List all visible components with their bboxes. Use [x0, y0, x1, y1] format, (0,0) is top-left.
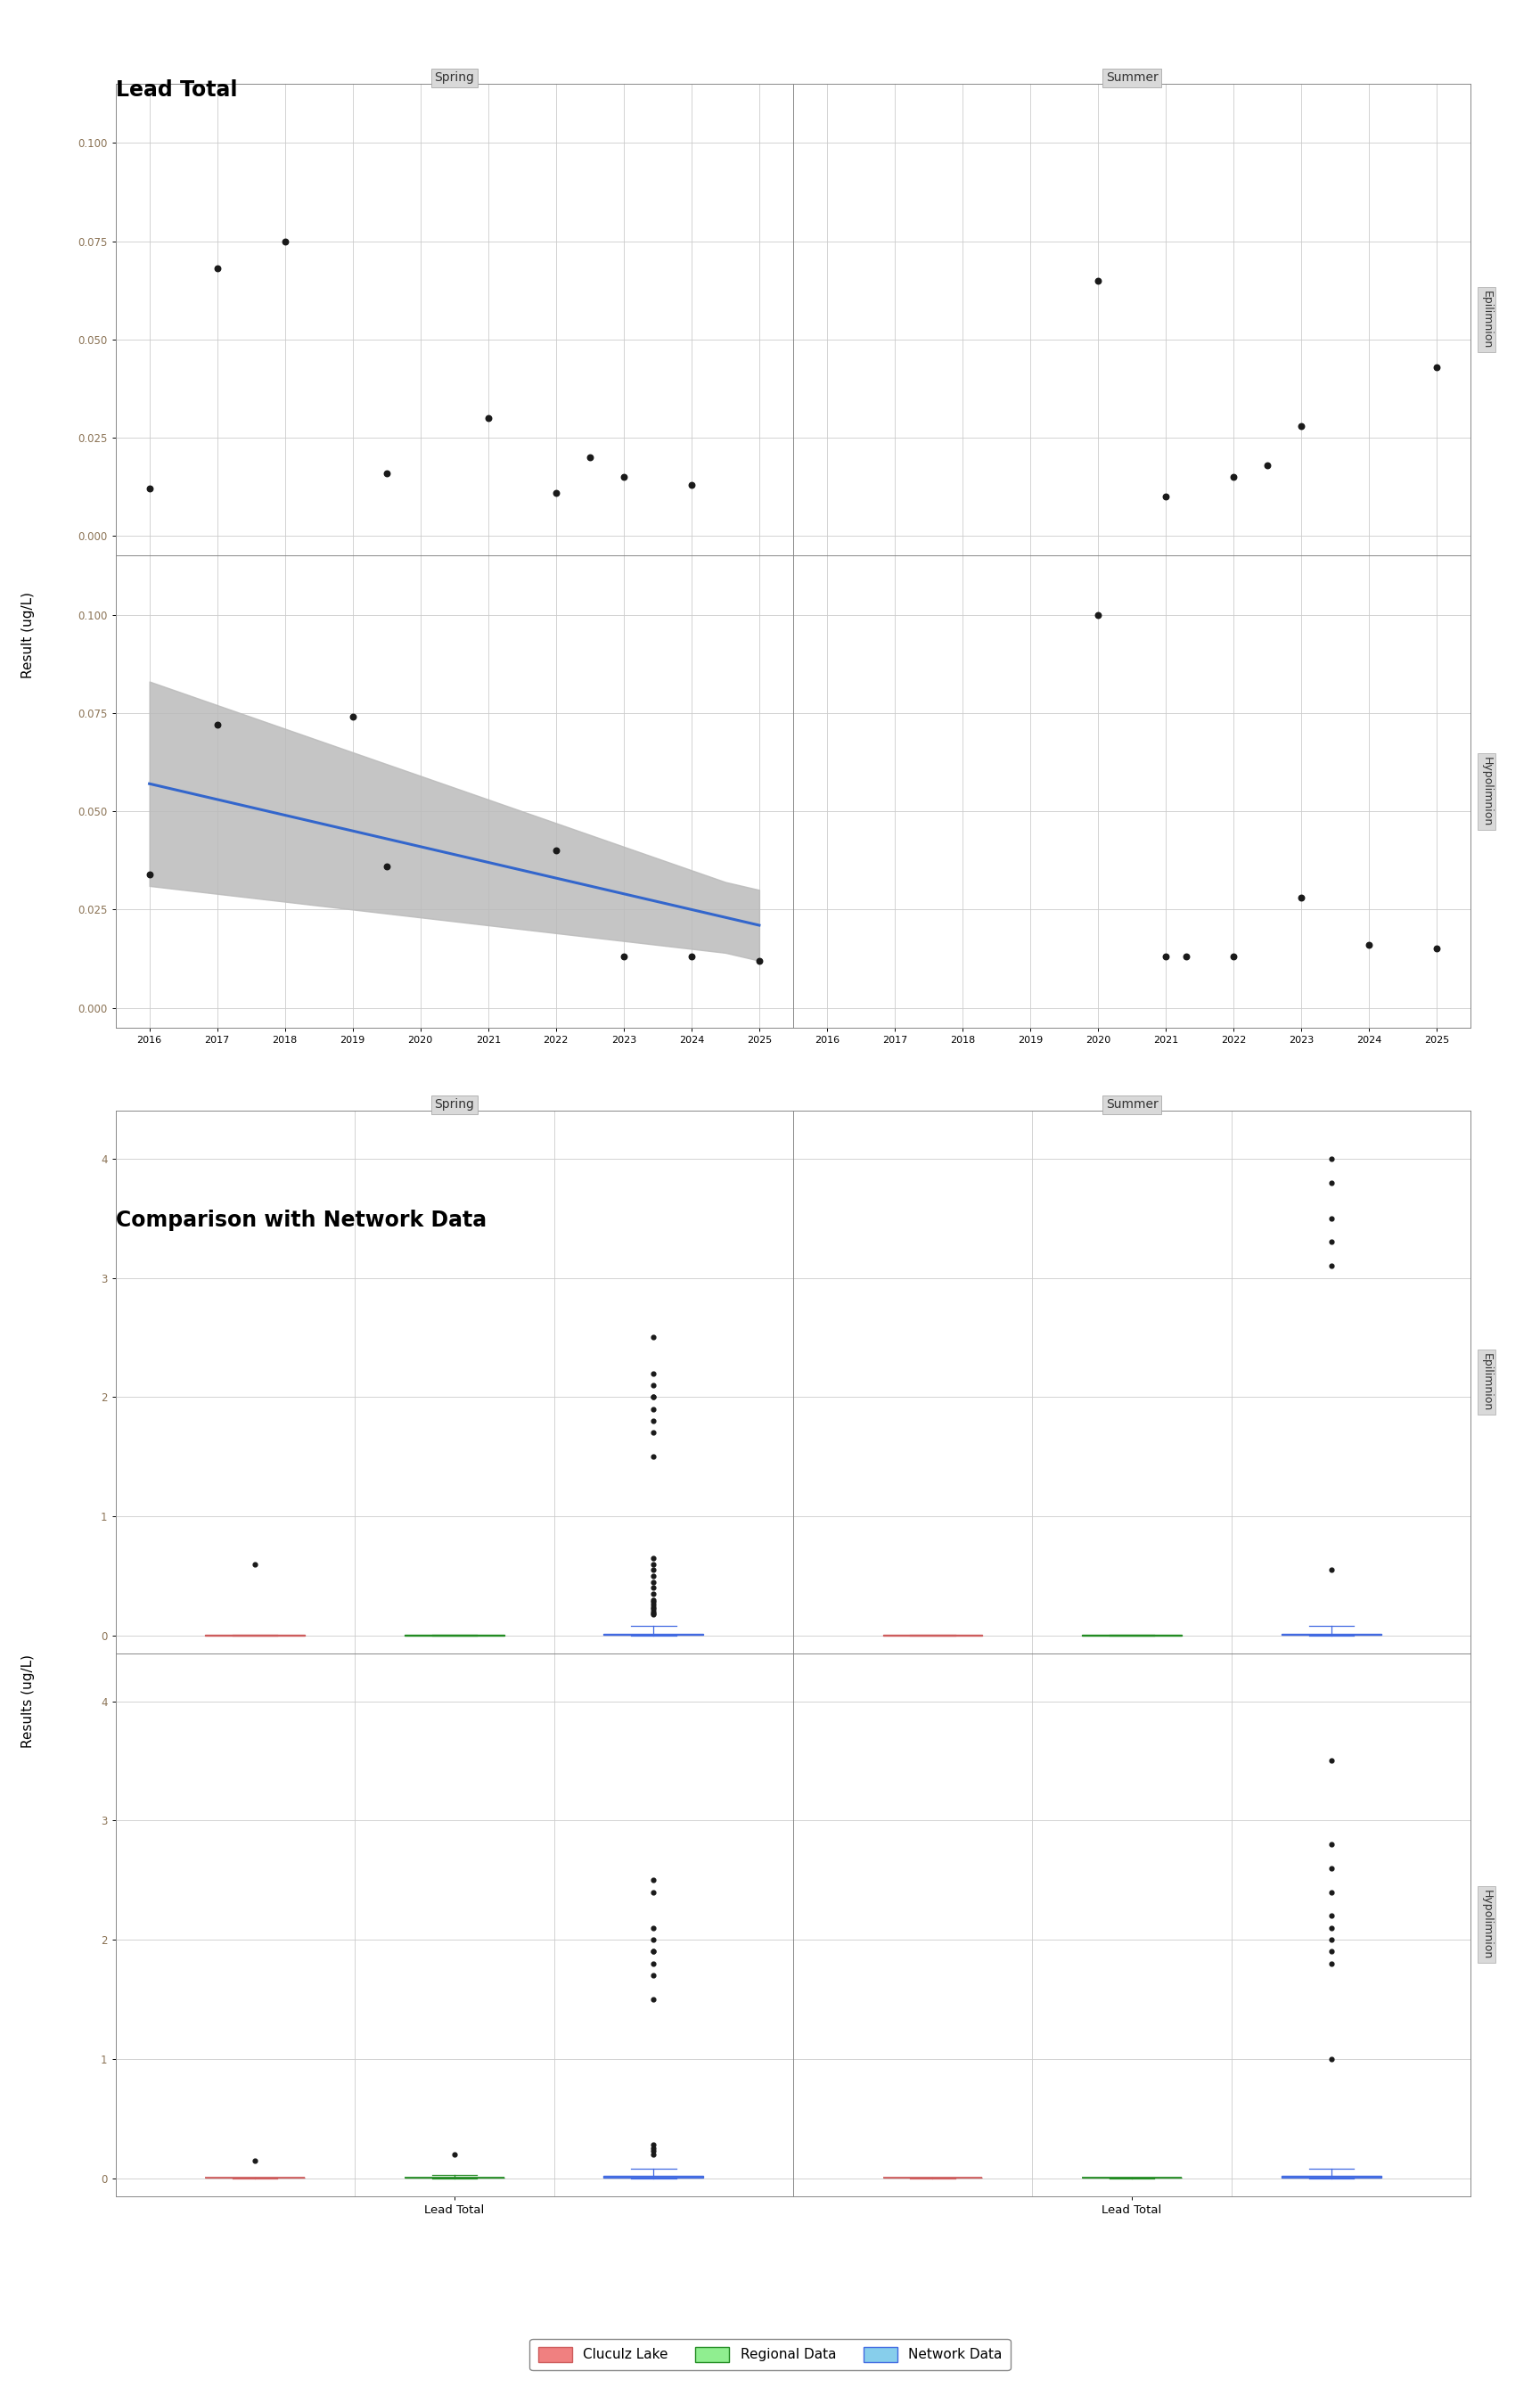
Point	[641, 1402, 665, 1440]
Point	[611, 458, 636, 496]
Point	[641, 1946, 665, 1984]
Point	[1173, 937, 1198, 975]
Point	[641, 1550, 665, 1589]
Point	[1255, 446, 1280, 484]
Point	[1318, 1934, 1343, 1972]
Point	[1318, 1550, 1343, 1589]
Point	[641, 1979, 665, 2017]
Point	[544, 474, 568, 513]
Point	[611, 937, 636, 975]
Point	[641, 1593, 665, 1632]
Point	[641, 1589, 665, 1627]
Point	[1357, 925, 1381, 963]
Point	[679, 937, 704, 975]
Point	[1424, 930, 1449, 968]
Point	[641, 1581, 665, 1620]
Point	[273, 223, 297, 261]
Point	[641, 1874, 665, 1912]
Text: Epilimnion: Epilimnion	[1481, 290, 1492, 350]
Point	[641, 1390, 665, 1428]
Point	[1086, 597, 1110, 635]
Point	[641, 1593, 665, 1632]
Point	[476, 398, 501, 436]
Point	[442, 2135, 467, 2173]
Point	[1318, 1164, 1343, 1203]
Point	[641, 1569, 665, 1608]
Point	[641, 1584, 665, 1622]
Point	[1318, 1742, 1343, 1780]
Point	[641, 1922, 665, 1960]
Point	[641, 2132, 665, 2171]
Point	[1318, 1246, 1343, 1284]
Point	[641, 1910, 665, 1948]
Point	[641, 1354, 665, 1392]
Title: Spring: Spring	[434, 72, 474, 84]
Text: Comparison with Network Data: Comparison with Network Data	[116, 1210, 487, 1232]
Point	[1318, 1826, 1343, 1864]
Point	[544, 831, 568, 870]
Point	[1318, 1140, 1343, 1179]
Title: Spring: Spring	[434, 1097, 474, 1112]
Point	[641, 1378, 665, 1416]
Point	[641, 1414, 665, 1452]
Title: Summer: Summer	[1106, 1097, 1158, 1112]
Point	[641, 1538, 665, 1577]
Text: Lead Total: Lead Total	[116, 79, 237, 101]
Point	[137, 855, 162, 894]
Title: Summer: Summer	[1106, 72, 1158, 84]
Point	[641, 1366, 665, 1404]
Point	[641, 1545, 665, 1584]
Point	[1153, 477, 1178, 515]
Legend: Cluculz Lake, Regional Data, Network Data: Cluculz Lake, Regional Data, Network Dat…	[530, 2338, 1010, 2370]
Point	[1318, 1946, 1343, 1984]
Point	[1424, 347, 1449, 386]
Point	[1318, 1198, 1343, 1236]
Point	[1289, 879, 1314, 918]
Point	[1318, 1898, 1343, 1936]
Point	[641, 1596, 665, 1634]
Point	[1153, 937, 1178, 975]
Text: Result (ug/L): Result (ug/L)	[22, 592, 34, 678]
Point	[641, 1955, 665, 1993]
Point	[1318, 1222, 1343, 1260]
Point	[641, 1574, 665, 1613]
Point	[243, 2142, 268, 2180]
Point	[340, 697, 365, 736]
Point	[137, 470, 162, 508]
Text: Hypolimnion: Hypolimnion	[1481, 1890, 1492, 1960]
Point	[578, 438, 602, 477]
Text: Results (ug/L): Results (ug/L)	[22, 1653, 34, 1749]
Point	[641, 1378, 665, 1416]
Point	[1289, 407, 1314, 446]
Point	[641, 1438, 665, 1476]
Point	[1318, 1850, 1343, 1888]
Point	[641, 1557, 665, 1596]
Point	[205, 249, 229, 288]
Point	[641, 2135, 665, 2173]
Point	[1086, 261, 1110, 300]
Text: Epilimnion: Epilimnion	[1481, 1354, 1492, 1411]
Point	[641, 1318, 665, 1356]
Point	[205, 704, 229, 743]
Point	[1318, 2039, 1343, 2077]
Point	[641, 1586, 665, 1624]
Point	[641, 1862, 665, 1900]
Point	[1318, 1910, 1343, 1948]
Point	[641, 1934, 665, 1972]
Point	[243, 1545, 268, 1584]
Point	[374, 848, 399, 887]
Point	[679, 465, 704, 503]
Point	[641, 2125, 665, 2164]
Point	[374, 453, 399, 491]
Point	[1318, 1874, 1343, 1912]
Point	[1221, 937, 1246, 975]
Point	[641, 1591, 665, 1629]
Point	[747, 942, 772, 980]
Text: Hypolimnion: Hypolimnion	[1481, 757, 1492, 827]
Point	[641, 1562, 665, 1601]
Point	[641, 2130, 665, 2168]
Point	[641, 1934, 665, 1972]
Point	[1318, 1922, 1343, 1960]
Point	[1221, 458, 1246, 496]
